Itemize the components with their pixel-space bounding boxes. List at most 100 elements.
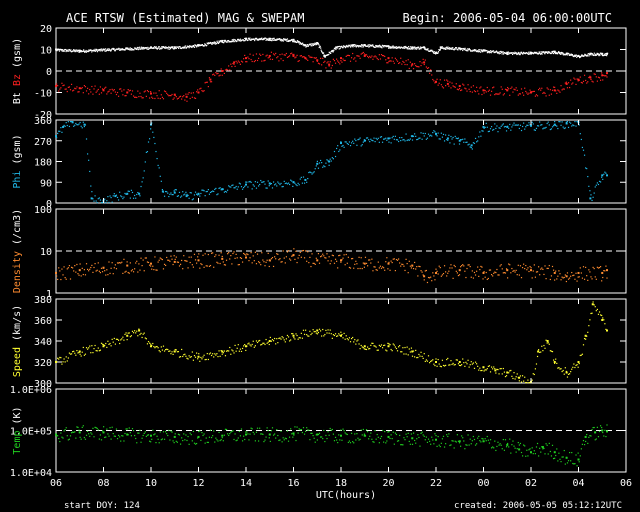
- data-dot-speed-104: [167, 348, 169, 351]
- data-dot-temp-507: [597, 436, 600, 438]
- data-dot-phi-432: [517, 124, 519, 126]
- data-point-bz-8: [209, 78, 212, 81]
- data-dot-bt-587: [334, 47, 337, 49]
- data-dot-phi-250: [323, 165, 325, 167]
- data-dot-density-374: [455, 270, 457, 272]
- data-dot-bt-553: [318, 46, 320, 49]
- data-dot-density-191: [260, 264, 262, 266]
- data-dot-density-344: [423, 279, 425, 281]
- data-dot-bt-1094: [575, 54, 577, 56]
- data-dot-density-110: [173, 255, 175, 257]
- data-dot-phi-195: [264, 183, 266, 185]
- data-dot-bz-448: [534, 95, 536, 97]
- data-dot-bt-329: [212, 43, 214, 45]
- data-dot-speed-88: [150, 343, 152, 345]
- data-dot-speed-130: [194, 356, 197, 358]
- data-dot-temp-186: [254, 440, 256, 442]
- data-dot-phi-481: [570, 122, 572, 124]
- data-dot-bt-110: [108, 49, 110, 52]
- data-dot-density-26: [83, 269, 85, 271]
- data-dot-speed-164: [231, 349, 233, 351]
- data-dot-bz-295: [371, 55, 373, 57]
- data-dot-bt-498: [292, 38, 294, 41]
- data-dot-bt-221: [160, 46, 163, 48]
- data-dot-bt-595: [338, 48, 340, 50]
- data-dot-bt-1080: [569, 54, 571, 56]
- data-dot-speed-313: [390, 348, 392, 351]
- data-dot-bt-545: [314, 43, 317, 45]
- data-dot-temp-359: [439, 445, 441, 448]
- data-point-speed-11: [292, 334, 295, 337]
- data-dot-density-511: [602, 276, 604, 279]
- data-dot-speed-255: [328, 332, 330, 334]
- data-dot-bz-483: [572, 82, 574, 84]
- data-dot-phi-290: [365, 137, 368, 139]
- data-dot-speed-240: [312, 329, 314, 331]
- data-dot-density-395: [478, 275, 480, 277]
- data-dot-temp-426: [511, 444, 513, 446]
- data-dot-bz-307: [384, 55, 386, 58]
- data-dot-density-48: [107, 274, 109, 276]
- data-dot-phi-231: [302, 176, 305, 178]
- data-dot-density-356: [436, 270, 438, 272]
- data-dot-bz-15: [72, 90, 74, 92]
- data-dot-density-416: [500, 264, 502, 266]
- data-dot-temp-179: [247, 433, 249, 435]
- data-dot-temp-52: [111, 426, 113, 428]
- data-dot-temp-471: [559, 458, 561, 460]
- data-dot-bt-538: [311, 45, 313, 47]
- data-dot-speed-113: [176, 351, 178, 353]
- data-dot-density-45: [104, 270, 106, 272]
- data-dot-density-500: [590, 276, 592, 278]
- data-dot-bz-226: [297, 60, 299, 63]
- data-dot-bt-809: [440, 47, 442, 49]
- data-dot-density-190: [259, 262, 261, 264]
- data-dot-bz-137: [202, 90, 204, 93]
- data-dot-bz-318: [395, 59, 398, 61]
- data-dot-temp-16: [73, 431, 75, 433]
- data-dot-bz-159: [225, 68, 228, 70]
- data-dot-bz-2: [58, 90, 60, 92]
- data-dot-speed-188: [256, 341, 259, 344]
- data-dot-density-145: [210, 252, 213, 254]
- data-dot-bz-190: [259, 53, 261, 55]
- data-dot-bt-440: [265, 37, 267, 39]
- data-dot-temp-396: [479, 440, 481, 442]
- data-dot-temp-72: [132, 430, 135, 432]
- data-dot-phi-416: [500, 125, 502, 127]
- data-dot-speed-393: [476, 363, 478, 365]
- data-dot-bz-213: [283, 54, 285, 56]
- data-dot-bt-558: [321, 50, 323, 52]
- data-dot-bz-282: [357, 55, 359, 57]
- data-dot-bz-90: [152, 97, 154, 99]
- data-dot-bz-33: [91, 85, 93, 88]
- data-dot-speed-505: [595, 310, 597, 312]
- data-dot-phi-51: [110, 196, 112, 199]
- data-dot-density-119: [183, 255, 185, 257]
- data-dot-density-8: [64, 277, 66, 279]
- data-dot-temp-102: [165, 431, 167, 433]
- data-dot-phi-284: [359, 137, 361, 139]
- data-dot-density-55: [114, 264, 116, 266]
- data-dot-speed-154: [220, 349, 222, 352]
- data-dot-density-207: [277, 253, 279, 255]
- data-dot-temp-182: [250, 427, 252, 429]
- data-dot-bz-338: [417, 66, 419, 68]
- data-dot-bt-1045: [552, 50, 554, 53]
- data-dot-phi-448: [534, 129, 536, 131]
- data-dot-bz-82: [143, 91, 145, 93]
- data-dot-speed-97: [159, 351, 161, 353]
- data-dot-phi-274: [348, 141, 351, 143]
- data-dot-bz-176: [244, 54, 246, 57]
- data-dot-bz-222: [293, 53, 295, 56]
- data-dot-bz-35: [93, 88, 95, 90]
- data-dot-bt-21: [65, 50, 68, 52]
- data-dot-bt-135: [120, 49, 122, 51]
- data-dot-bz-498: [588, 76, 590, 79]
- data-dot-bt-106: [106, 49, 108, 51]
- data-dot-temp-293: [369, 435, 371, 437]
- data-dot-density-469: [557, 275, 559, 277]
- data-dot-temp-96: [158, 442, 160, 444]
- data-dot-density-19: [76, 263, 78, 266]
- data-dot-phi-508: [598, 180, 601, 182]
